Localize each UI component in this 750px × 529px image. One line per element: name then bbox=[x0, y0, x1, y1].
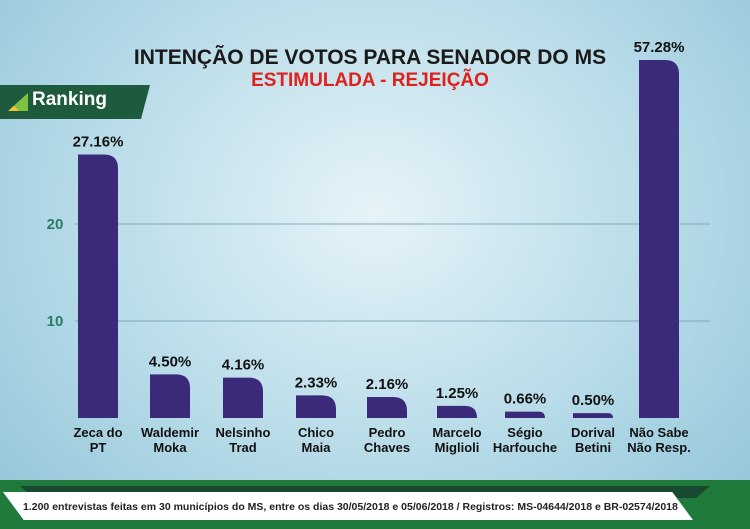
category-label: Trad bbox=[229, 440, 257, 455]
category-label: Miglioli bbox=[435, 440, 480, 455]
category-label: Zeca do bbox=[73, 425, 122, 440]
data-label: 57.28% bbox=[634, 39, 685, 56]
bar bbox=[639, 60, 679, 418]
category-label: Não Resp. bbox=[627, 440, 691, 455]
ranking-logo: Ranking bbox=[0, 85, 150, 119]
data-label: 0.66% bbox=[504, 391, 547, 408]
category-label: Waldemir bbox=[141, 425, 199, 440]
data-label: 4.16% bbox=[222, 357, 265, 374]
data-label: 2.33% bbox=[295, 374, 338, 391]
category-label: Harfouche bbox=[493, 440, 557, 455]
data-label: 1.25% bbox=[436, 385, 479, 402]
category-label: Maia bbox=[302, 440, 332, 455]
category-label: Chico bbox=[298, 425, 334, 440]
category-label: Marcelo bbox=[432, 425, 481, 440]
data-label: 0.50% bbox=[572, 392, 615, 409]
bar bbox=[223, 377, 263, 418]
data-label: 4.50% bbox=[149, 353, 192, 370]
category-label: Moka bbox=[153, 440, 187, 455]
footer-text: 1.200 entrevistas feitas em 30 município… bbox=[23, 501, 678, 513]
bar bbox=[505, 411, 545, 418]
bar bbox=[150, 374, 190, 418]
category-label: Não Sabe bbox=[629, 425, 688, 440]
category-label: Pedro bbox=[369, 425, 406, 440]
bar bbox=[296, 395, 336, 418]
category-label: Ségio bbox=[507, 425, 542, 440]
bar bbox=[367, 397, 407, 418]
footer-banner: 1.200 entrevistas feitas em 30 município… bbox=[0, 480, 750, 529]
data-label: 27.16% bbox=[73, 134, 124, 151]
data-label: 2.16% bbox=[366, 376, 409, 393]
chart-title: INTENÇÃO DE VOTOS PARA SENADOR DO MS bbox=[133, 46, 607, 69]
chart-subtitle: ESTIMULADA - REJEIÇÃO bbox=[251, 70, 489, 91]
category-label: Dorival bbox=[571, 425, 615, 440]
y-tick-label: 10 bbox=[47, 313, 64, 330]
category-label: Chaves bbox=[364, 440, 410, 455]
category-label: Betini bbox=[575, 440, 611, 455]
logo-text: Ranking bbox=[32, 89, 107, 110]
bar bbox=[437, 405, 477, 418]
bar bbox=[78, 154, 118, 418]
category-label: PT bbox=[90, 440, 107, 455]
bar bbox=[573, 413, 613, 418]
y-tick-label: 20 bbox=[47, 216, 64, 233]
category-label: Nelsinho bbox=[216, 425, 271, 440]
